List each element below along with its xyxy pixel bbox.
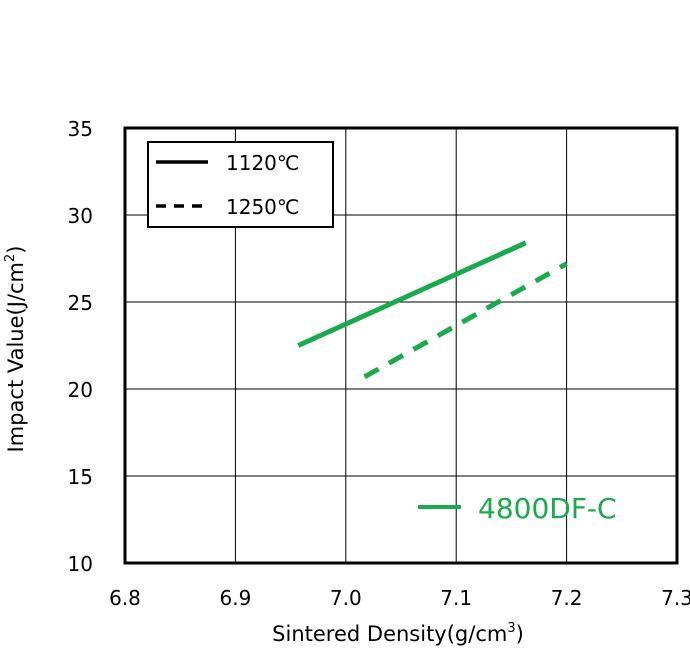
product-annotation: 4800DF-C <box>418 492 617 525</box>
legend-label-1250: 1250℃ <box>226 195 299 219</box>
product-label: 4800DF-C <box>478 492 617 525</box>
y-tick-label: 10 <box>68 552 93 576</box>
series-layer <box>297 240 568 380</box>
x-tick-label: 7.2 <box>551 586 583 610</box>
y-tick-label: 20 <box>68 378 93 402</box>
x-tick-labels: 6.8 6.9 7.0 7.1 7.2 7.3 <box>109 586 690 610</box>
x-tick-label: 7.0 <box>330 586 362 610</box>
series-line-1250 <box>363 261 568 380</box>
legend: 1120℃ 1250℃ <box>147 141 334 228</box>
y-tick-label: 35 <box>68 117 93 141</box>
y-axis-title-sup: 2 <box>3 254 18 262</box>
x-tick-label: 7.3 <box>661 586 690 610</box>
y-tick-label: 30 <box>68 204 93 228</box>
legend-box <box>147 141 334 228</box>
x-tick-label: 6.8 <box>109 586 141 610</box>
x-axis-title-sup: 3 <box>507 621 515 636</box>
x-axis-title-close: ) <box>516 622 524 646</box>
y-axis-title-main: Impact Value(J/cm <box>4 262 28 452</box>
x-axis-title-main: Sintered Density(g/cm <box>272 622 507 646</box>
x-tick-label: 6.9 <box>219 586 251 610</box>
x-axis-title: Sintered Density(g/cm3) <box>272 621 524 646</box>
y-axis-title: Impact Value(J/cm2) <box>3 246 28 453</box>
y-tick-label: 15 <box>68 465 93 489</box>
y-tick-label: 25 <box>68 291 93 315</box>
y-axis-title-close: ) <box>4 246 28 254</box>
y-tick-labels: 10 15 20 25 30 35 <box>68 117 93 576</box>
grid-lines <box>125 128 677 563</box>
plot-frame <box>123 126 679 565</box>
legend-label-1120: 1120℃ <box>226 151 299 175</box>
x-tick-label: 7.1 <box>440 586 472 610</box>
series-line-1120 <box>297 240 527 348</box>
